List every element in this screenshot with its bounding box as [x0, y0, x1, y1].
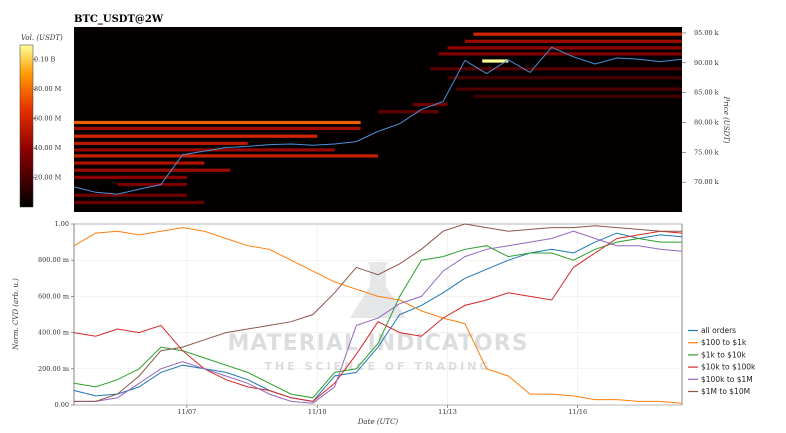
cvd-x-ticks: 11/07 11/10 11/13 11/16 — [178, 405, 587, 416]
heatmap-level — [447, 76, 682, 80]
watermark-flask-icon — [350, 262, 406, 318]
legend-entry: $10k to $100k — [701, 363, 756, 372]
price-axis-label: Price (USDT) — [722, 95, 730, 143]
heatmap-level — [438, 52, 682, 56]
cvd-panel: MATERIAL INDICATORS THE SCIENCE OF TRADI… — [12, 220, 683, 426]
price-tick-label: 70.00 k — [694, 178, 719, 186]
heatmap-level — [430, 67, 682, 71]
heatmap-panel: 70.00 k 75.00 k 80.00 k 85.00 k 90.00 k 95.00… — [73, 27, 730, 212]
cvd-x-label: Date (UTC) — [357, 418, 399, 426]
heatmap-level — [74, 161, 205, 165]
heatmap-level — [74, 168, 231, 172]
cvd-y-ticks: 0.00 200.00 m 400.00 m 600.00 m 800.00 m 1.00 — [38, 220, 74, 409]
legend-entry: $1M to $10M — [701, 387, 750, 396]
heatmap-level — [74, 154, 378, 158]
cvd-gridlines — [74, 223, 682, 406]
cvd-line-s100k_1m — [74, 230, 683, 404]
cvd-y-tick-label: 400.00 m — [38, 329, 69, 337]
heatmap-level — [482, 59, 509, 63]
heatmap-level — [74, 126, 361, 131]
colorbar-tick-label: 20.00 M — [34, 174, 62, 182]
heatmap-level — [74, 141, 248, 145]
heatmap-level — [473, 32, 682, 36]
colorbar-tick-label: 40.00 M — [34, 144, 62, 152]
cvd-line-s100_1k — [73, 227, 683, 404]
cvd-series-lines — [73, 223, 683, 404]
cvd-y-tick-label: 800.00 m — [38, 256, 69, 264]
heatmap-level — [74, 120, 361, 125]
chart-title: BTC_USDT@2W — [74, 14, 164, 25]
price-tick-label: 75.00 k — [694, 148, 719, 156]
heatmap-level — [117, 182, 187, 187]
legend-entry: $1k to $10k — [701, 350, 746, 359]
cvd-frame — [73, 223, 683, 406]
legend-entry: $100k to $1M — [701, 375, 753, 384]
colorbar-gradient — [19, 44, 34, 208]
heatmap-level — [473, 94, 682, 98]
colorbar-tick-label: 60.00 M — [34, 115, 62, 123]
cvd-line-s1k_10k — [73, 237, 682, 399]
cvd-y-tick-label: 600.00 m — [38, 292, 69, 300]
cvd-x-tick-label: 11/10 — [308, 408, 327, 416]
heatmap-level — [74, 134, 318, 138]
cvd-y-tick-label: 1.00 — [55, 220, 69, 228]
heatmap-level — [74, 193, 187, 197]
colorbar-tick-label: 80.00 M — [34, 85, 62, 93]
cvd-y-tick-label: 0.00 — [55, 401, 69, 409]
price-axis-ticks: 70.00 k 75.00 k 80.00 k 85.00 k 90.00 k 95.00… — [682, 29, 719, 186]
colorbar: 20.00 M 40.00 M 60.00 M 80.00 M 0.10 B Vol. … — [19, 34, 63, 208]
heatmap-level — [447, 46, 682, 50]
heatmap-background — [74, 27, 682, 212]
legend-entry: all orders — [701, 326, 736, 335]
colorbar-ticks: 20.00 M 40.00 M 60.00 M 80.00 M 0.10 B — [33, 56, 62, 182]
heatmap-level — [74, 200, 205, 205]
price-line — [73, 46, 683, 195]
price-tick-label: 85.00 k — [694, 89, 719, 97]
cvd-legend: all orders $100 to $1k $1k to $10k $10k to … — [688, 326, 756, 396]
cvd-y-label: Norm. CVD (arb. u.) — [12, 278, 20, 351]
price-tick-label: 95.00 k — [694, 29, 719, 37]
cvd-line-s10k_100k — [73, 230, 683, 402]
heatmap-level — [456, 87, 682, 91]
price-tick-label: 80.00 k — [694, 118, 719, 126]
cvd-x-tick-label: 11/13 — [438, 408, 457, 416]
cvd-x-tick-label: 11/16 — [568, 408, 587, 416]
heatmap-level — [378, 110, 439, 114]
heatmap-level — [74, 175, 187, 179]
colorbar-label: Vol. (USDT) — [21, 34, 63, 42]
price-tick-label: 90.00 k — [694, 59, 719, 67]
colorbar-tick-label: 0.10 B — [34, 56, 56, 64]
legend-entry: $100 to $1k — [701, 338, 747, 347]
cvd-line-s1m_10m — [74, 223, 682, 402]
cvd-x-tick-label: 11/07 — [178, 408, 197, 416]
heatmap-level — [412, 102, 448, 107]
watermark-subtitle: THE SCIENCE OF TRADING — [265, 360, 492, 373]
heatmap-level — [464, 39, 682, 43]
heatmap-level — [74, 148, 335, 152]
heatmap-levels — [74, 32, 682, 205]
cvd-y-tick-label: 200.00 m — [38, 365, 69, 373]
cvd-line-all_orders — [73, 232, 683, 402]
